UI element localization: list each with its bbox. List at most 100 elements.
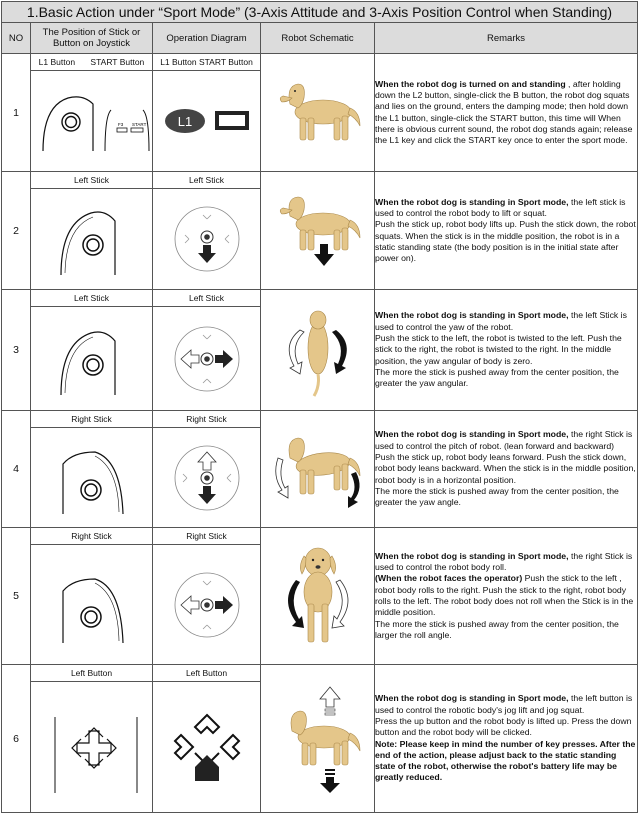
joystick-position-figure: F3 START	[30, 70, 153, 172]
remarks-text: The more the stick is pushed away from t…	[375, 485, 619, 508]
remarks-text: the left stick is used to control the ro…	[375, 196, 626, 218]
header-schematic: Robot Schematic	[260, 22, 375, 54]
stick-up-down-diagram	[174, 445, 239, 510]
position-label: Left Stick	[30, 289, 153, 307]
robot-schematic-cell	[260, 171, 375, 290]
down-button-pressed-icon	[194, 755, 219, 781]
left-arrow-icon	[179, 348, 199, 369]
remarks-text: the right Stick is used to control the p…	[375, 429, 633, 451]
l1-button-icon	[164, 109, 205, 133]
up-arrow-icon	[318, 685, 341, 707]
robot-schematic-cell	[260, 527, 375, 665]
joystick-position-figure	[30, 188, 153, 290]
remarks-bold: When the robot dog is standing in Sport …	[375, 429, 569, 440]
header-position: The Position of Stick or Button on Joyst…	[30, 22, 153, 54]
position-label: Right Stick	[30, 410, 153, 428]
remarks-text: the left Stick is used to control the ya…	[375, 310, 627, 332]
joystick-position-figure	[30, 306, 153, 411]
left-stick-sketch	[59, 330, 116, 395]
position-label: Right Stick	[30, 527, 153, 545]
operation-diagram-figure	[152, 427, 261, 528]
joystick-l1-start-sketch: F3 START	[41, 96, 149, 152]
roll-dog-front-illustration	[287, 547, 348, 643]
right-stick-sketch	[61, 577, 124, 643]
remarks-cell: When the robot dog is standing in Sport …	[373, 289, 639, 411]
remarks-bold: When the robot dog is turned on and stan…	[375, 78, 566, 89]
diagram-label: L1 Button START Button	[152, 53, 261, 71]
remarks-text: The more the stick is pushed away from t…	[375, 618, 619, 640]
diagram-label: Right Stick	[152, 410, 261, 428]
pitch-dog-illustration	[274, 437, 360, 508]
left-arrow-icon	[179, 594, 199, 615]
table-title: 1.Basic Action under “Sport Mode” (3-Axi…	[0, 1, 639, 23]
yaw-dog-topview-illustration	[288, 310, 347, 397]
remarks-text: the right Stick is used to control the r…	[375, 550, 633, 573]
header-diagram: Operation Diagram	[152, 22, 261, 54]
l1-icon-label: L1	[177, 114, 191, 129]
mini-label-start: START	[132, 122, 147, 127]
right-stick-sketch	[61, 450, 124, 514]
left-dpad-sketch	[54, 717, 137, 793]
header-remarks: Remarks	[373, 22, 639, 54]
remarks-bold: When the robot dog is standing in Sport …	[375, 310, 569, 321]
down-arrow-icon	[197, 245, 216, 263]
down-arrow-icon	[197, 485, 216, 504]
row-number: 3	[1, 289, 31, 411]
diagram-label: Left Button	[152, 664, 261, 682]
l1-start-buttons-diagram: L1	[164, 109, 249, 133]
right-arrow-icon	[214, 595, 233, 614]
down-arrow-icon	[319, 776, 340, 793]
remarks-cell: When the robot dog is standing in Sport …	[373, 171, 639, 290]
stick-down-diagram	[174, 206, 239, 272]
remarks-text: Push the stick to the left , robot body …	[375, 573, 634, 618]
right-arrow-icon	[214, 349, 233, 368]
squat-dog-illustration	[279, 196, 360, 266]
remarks-text: Push the stick up, robot body lifts up. …	[375, 219, 636, 264]
remarks-text: Push the stick up, robot body leans forw…	[375, 452, 636, 485]
remarks-bold: When the robot dog is standing in Sport …	[375, 550, 569, 561]
left-stick-sketch	[59, 211, 116, 276]
roll-left-arrow-icon	[287, 580, 304, 628]
robot-schematic-cell	[260, 289, 375, 411]
label-start: START Button	[90, 57, 145, 67]
label-l1: L1 Button	[38, 57, 76, 67]
joystick-position-figure	[30, 427, 153, 528]
diagram-label: Left Stick	[152, 171, 261, 189]
remarks-bold: (When the robot faces the operator)	[375, 573, 523, 584]
operation-diagram-figure	[152, 681, 261, 813]
row-number: 6	[1, 664, 31, 813]
position-label: Left Button	[30, 664, 153, 682]
row-number: 2	[1, 171, 31, 290]
remarks-bold: When the robot dog is standing in Sport …	[375, 196, 569, 207]
row-number: 5	[1, 527, 31, 665]
operation-diagram-figure: L1	[152, 70, 261, 172]
remarks-text: the left button is used to control the r…	[375, 693, 633, 715]
remarks-text: , after holding down the L2 button, sing…	[375, 78, 633, 146]
tilt-back-arrow-icon	[274, 457, 288, 499]
remarks-text: The more the stick is pushed away from t…	[375, 366, 619, 389]
operation-diagram-figure	[152, 188, 261, 290]
remarks-cell: When the robot dog is turned on and stan…	[373, 53, 639, 172]
row-number: 4	[1, 410, 31, 528]
header-no: NO	[1, 22, 31, 54]
robot-schematic-cell	[260, 410, 375, 528]
mini-label-f3: F3	[118, 122, 124, 127]
robot-schematic-cell	[260, 664, 375, 813]
remarks-note: Note: Please keep in mind the number of …	[375, 738, 636, 783]
row-number: 1	[1, 53, 31, 172]
standing-dog-illustration	[279, 83, 360, 140]
robot-schematic-cell	[260, 53, 375, 172]
roll-right-arrow-icon	[331, 579, 348, 629]
remarks-cell: When the robot dog is standing in Sport …	[373, 410, 639, 528]
joystick-position-figure	[30, 544, 153, 665]
stick-left-right-diagram	[174, 326, 239, 391]
rotate-right-arrow-icon	[331, 330, 347, 374]
position-label: L1 Button START Button	[30, 53, 153, 71]
rotate-left-arrow-icon	[288, 329, 305, 375]
stick-left-right-diagram	[174, 572, 239, 637]
remarks-cell: When the robot dog is standing in Sport …	[373, 527, 639, 665]
down-arrow-icon	[313, 243, 334, 266]
diagram-label: Left Stick	[152, 289, 261, 307]
